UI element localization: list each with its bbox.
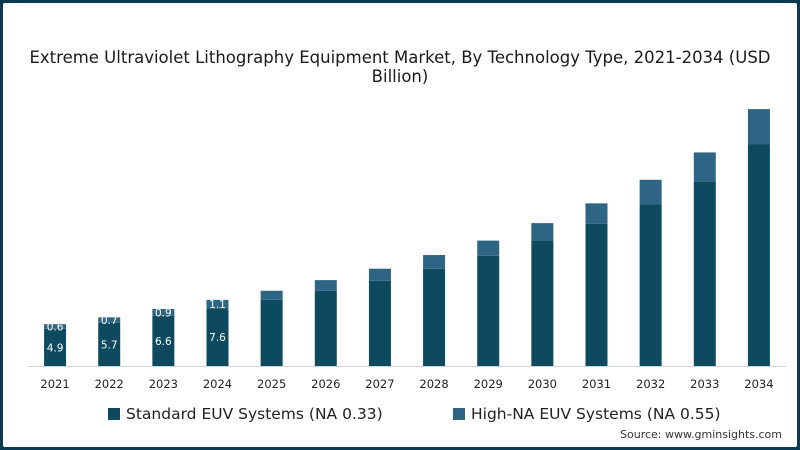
data-label-standard-euv-2021: 4.9: [47, 342, 64, 354]
x-tick-label-2027: 2027: [365, 377, 394, 391]
bar-high-na-euv-2024: [206, 299, 229, 309]
source-note: Source: www.gminsights.com: [620, 428, 782, 441]
bar-high-na-euv-2033: [693, 152, 716, 182]
data-label-high-na-euv-2021: 0.6: [47, 321, 64, 333]
chart-title: Extreme Ultraviolet Lithography Equipmen…: [29, 48, 771, 86]
legend-swatch-standard-euv: [108, 408, 120, 420]
x-tick-label-2024: 2024: [203, 377, 232, 391]
bar-high-na-euv-2030: [531, 223, 554, 241]
data-label-high-na-euv-2022: 0.7: [101, 315, 118, 327]
x-tick-label-2029: 2029: [474, 377, 503, 391]
legend-item-standard-euv: Standard EUV Systems (NA 0.33): [108, 405, 383, 423]
x-tick-label-2034: 2034: [744, 377, 773, 391]
bar-standard-euv-2032: [639, 204, 662, 366]
legend-item-high-na-euv: High-NA EUV Systems (NA 0.55): [453, 405, 721, 423]
bar-high-na-euv-2029: [477, 240, 500, 256]
bar-standard-euv-2029: [477, 255, 500, 366]
bar-standard-euv-2034: [747, 144, 770, 366]
x-tick-label-2022: 2022: [95, 377, 124, 391]
bar-standard-euv-2031: [585, 223, 608, 366]
x-tick-label-2026: 2026: [311, 377, 340, 391]
x-tick-label-2031: 2031: [582, 377, 611, 391]
x-tick-label-2033: 2033: [690, 377, 719, 391]
bar-standard-euv-2028: [423, 268, 446, 366]
bar-high-na-euv-2025: [260, 290, 283, 300]
data-label-standard-euv-2022: 5.7: [101, 339, 118, 351]
x-tick-label-2025: 2025: [257, 377, 286, 391]
legend-label-high-na-euv: High-NA EUV Systems (NA 0.55): [471, 405, 721, 423]
legend-swatch-high-na-euv: [453, 408, 465, 420]
data-label-high-na-euv-2024: 1.1: [209, 299, 226, 311]
legend-label-standard-euv: Standard EUV Systems (NA 0.33): [126, 405, 383, 423]
bar-standard-euv-2022: [98, 322, 121, 366]
legend: Standard EUV Systems (NA 0.33) High-NA E…: [0, 405, 800, 429]
bar-high-na-euv-2026: [314, 280, 337, 291]
bar-high-na-euv-2028: [423, 255, 446, 269]
bar-high-na-euv-2027: [368, 268, 391, 281]
x-tick-label-2030: 2030: [528, 377, 557, 391]
x-tick-label-2028: 2028: [419, 377, 448, 391]
bar-standard-euv-2027: [368, 280, 391, 366]
bar-high-na-euv-2032: [639, 179, 662, 205]
x-tick-label-2021: 2021: [40, 377, 69, 391]
data-label-standard-euv-2024: 7.6: [209, 332, 226, 344]
bar-high-na-euv-2022: [98, 317, 121, 323]
data-label-high-na-euv-2023: 0.9: [155, 307, 172, 319]
bar-standard-euv-2024: [206, 308, 229, 366]
bar-standard-euv-2023: [152, 315, 175, 366]
x-tick-label-2023: 2023: [149, 377, 178, 391]
bar-standard-euv-2025: [260, 299, 283, 366]
bar-standard-euv-2021: [44, 328, 67, 366]
bar-high-na-euv-2034: [747, 109, 770, 145]
x-tick-label-2032: 2032: [636, 377, 665, 391]
bar-high-na-euv-2031: [585, 203, 608, 224]
bar-high-na-euv-2021: [44, 324, 67, 329]
chart-frame: [3, 3, 797, 447]
bar-high-na-euv-2023: [152, 309, 175, 316]
bar-standard-euv-2030: [531, 240, 554, 366]
bar-standard-euv-2026: [314, 290, 337, 366]
data-label-standard-euv-2023: 6.6: [155, 336, 172, 348]
bar-standard-euv-2033: [693, 181, 716, 366]
